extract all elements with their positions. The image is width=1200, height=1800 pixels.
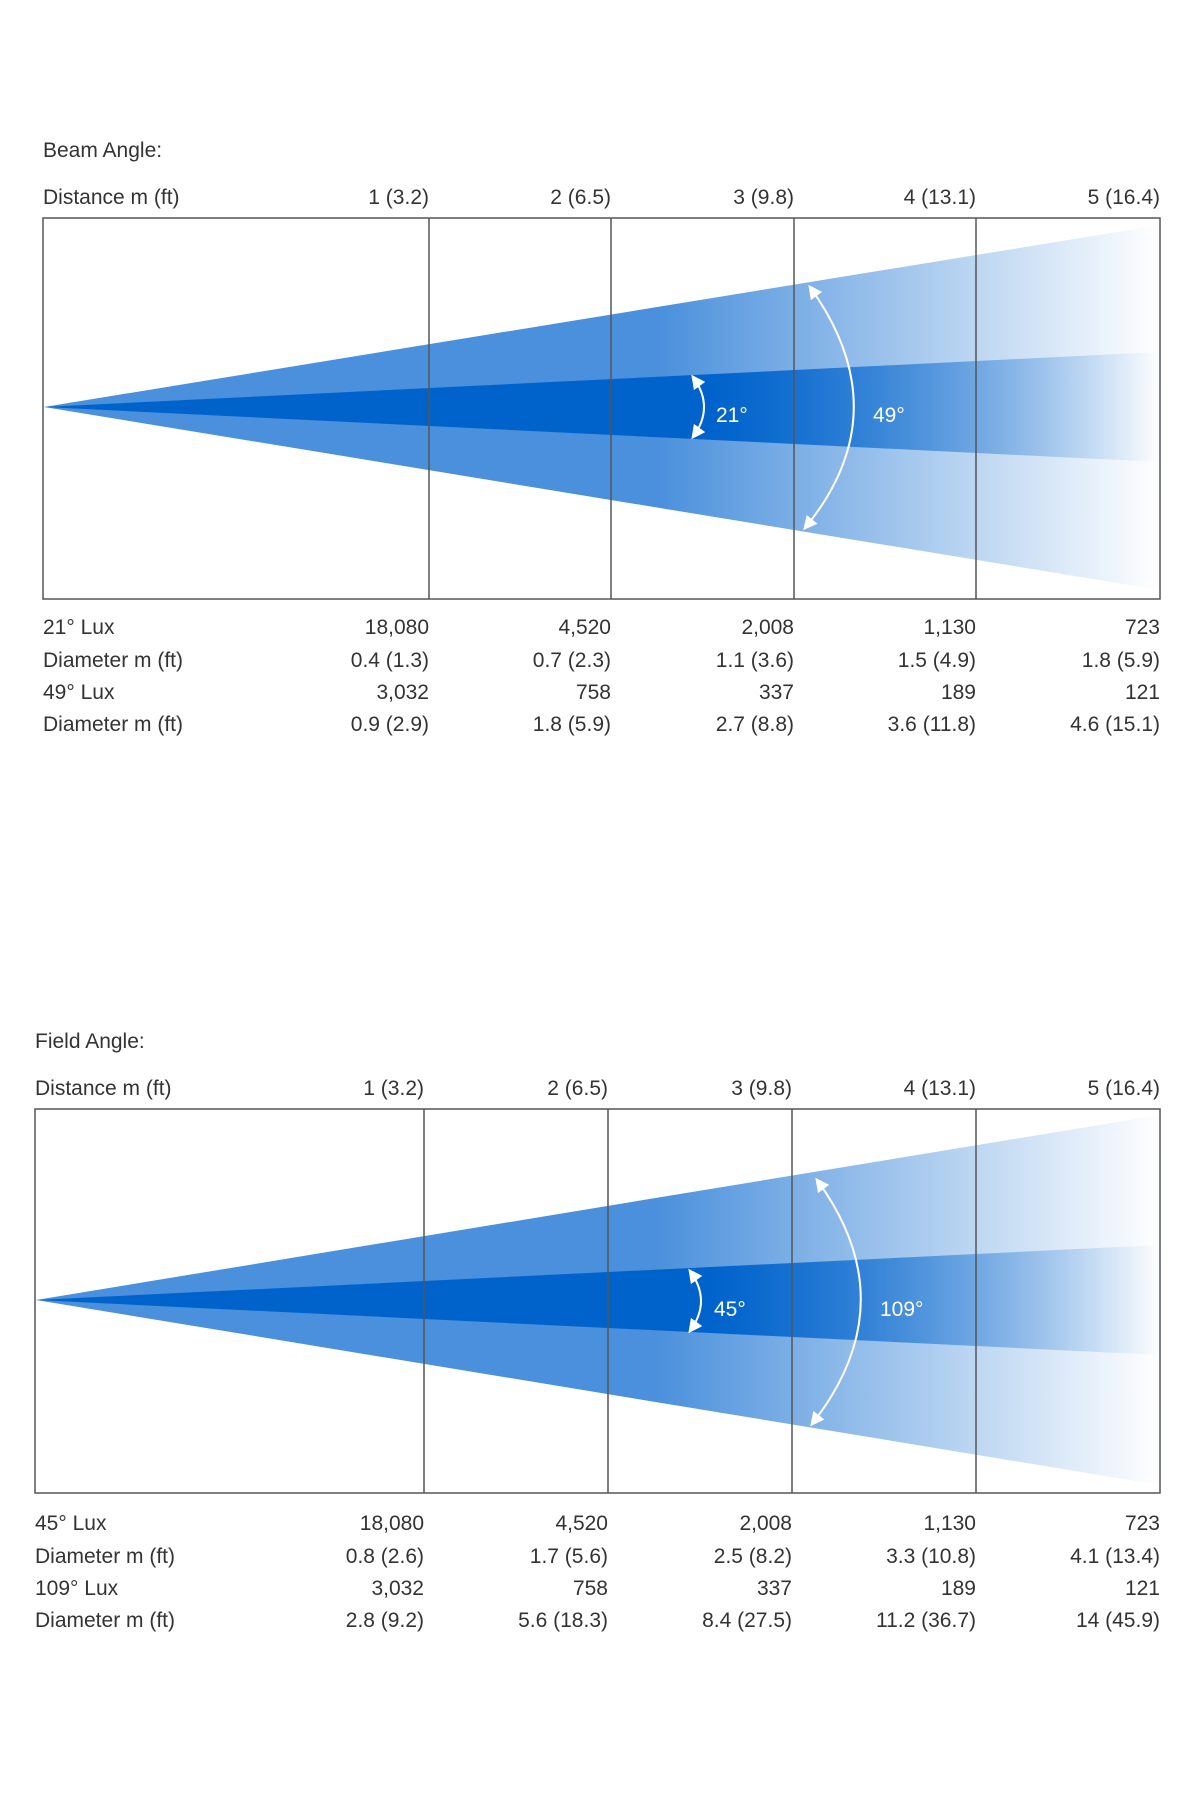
table-cell: 758 (575, 681, 611, 704)
field-angle-diagram: 45° 109° (34, 1108, 1161, 1494)
row-label: 21° Lux (43, 616, 115, 639)
table-cell: 2.5 (8.2) (713, 1545, 792, 1568)
table-cell: 1.7 (5.6) (529, 1545, 608, 1568)
table-cell: 3.6 (11.8) (887, 713, 976, 736)
table-cell: 8.4 (27.5) (702, 1609, 792, 1632)
table-cell: 18,080 (359, 1512, 424, 1535)
distance-value: 2 (6.5) (550, 186, 611, 209)
table-cell: 1.8 (5.9) (1081, 649, 1160, 672)
row-label: 45° Lux (35, 1512, 107, 1535)
diagram-frame (34, 1108, 1161, 1494)
table-cell: 189 (940, 681, 976, 704)
table-cell: 189 (940, 1577, 976, 1600)
distance-label: Distance m (ft) (43, 186, 180, 209)
table-cell: 1.1 (3.6) (715, 649, 794, 672)
inner-angle-label: 45° (714, 1298, 746, 1321)
table-cell: 14 (45.9) (1075, 1609, 1160, 1632)
inner-angle-arrow (688, 1268, 703, 1334)
table-cell: 4.6 (15.1) (1070, 713, 1160, 736)
table-cell: 0.9 (2.9) (350, 713, 429, 736)
table-cell: 121 (1124, 1577, 1160, 1600)
table-cell: 0.4 (1.3) (350, 649, 429, 672)
table-cell: 0.8 (2.6) (345, 1545, 424, 1568)
table-cell: 1,130 (923, 1512, 976, 1535)
inner-angle-arrow (691, 374, 706, 440)
field-angle-title: Field Angle: (35, 1030, 145, 1053)
row-label: Diameter m (ft) (43, 713, 184, 736)
distance-value: 5 (16.4) (1087, 1077, 1160, 1100)
distance-value: 1 (3.2) (368, 186, 429, 209)
inner-angle-label: 21° (716, 404, 748, 427)
table-cell: 5.6 (18.3) (518, 1609, 608, 1632)
table-cell: 337 (758, 681, 794, 704)
row-label: Diameter m (ft) (43, 649, 184, 672)
distance-value: 1 (3.2) (363, 1077, 424, 1100)
table-cell: 2.7 (8.8) (715, 713, 794, 736)
distance-value: 4 (13.1) (903, 186, 976, 209)
distance-value: 2 (6.5) (547, 1077, 608, 1100)
outer-angle-arrow (810, 1177, 862, 1427)
table-cell: 1.8 (5.9) (532, 713, 611, 736)
row-label: 109° Lux (35, 1577, 119, 1600)
table-cell: 2.8 (9.2) (345, 1609, 424, 1632)
inner-beam-cone (44, 352, 1160, 462)
table-cell: 3,032 (376, 681, 429, 704)
table-cell: 4,520 (555, 1512, 608, 1535)
distance-value: 3 (9.8) (733, 186, 794, 209)
table-cell: 758 (572, 1577, 608, 1600)
row-label: Diameter m (ft) (35, 1609, 176, 1632)
row-label: 49° Lux (43, 681, 115, 704)
table-cell: 2,008 (739, 1512, 792, 1535)
distance-label: Distance m (ft) (35, 1077, 172, 1100)
distance-value: 3 (9.8) (731, 1077, 792, 1100)
outer-angle-label: 49° (873, 404, 905, 427)
table-cell: 723 (1124, 1512, 1160, 1535)
table-cell: 2,008 (741, 616, 794, 639)
table-cell: 11.2 (36.7) (875, 1609, 976, 1632)
table-cell: 337 (756, 1577, 792, 1600)
diagram-frame (42, 217, 1161, 600)
table-cell: 723 (1124, 616, 1160, 639)
table-cell: 0.7 (2.3) (532, 649, 611, 672)
row-label: Diameter m (ft) (35, 1545, 176, 1568)
table-cell: 121 (1124, 681, 1160, 704)
beam-angle-title: Beam Angle: (43, 139, 163, 162)
table-cell: 4,520 (558, 616, 611, 639)
table-cell: 18,080 (364, 616, 429, 639)
beam-angle-diagram: 21° 49° (42, 217, 1161, 600)
inner-field-cone (36, 1245, 1160, 1355)
table-cell: 3.3 (10.8) (886, 1545, 976, 1568)
table-cell: 4.1 (13.4) (1070, 1545, 1160, 1568)
distance-value: 4 (13.1) (903, 1077, 976, 1100)
distance-value: 5 (16.4) (1087, 186, 1160, 209)
outer-angle-arrow (803, 284, 855, 531)
table-cell: 3,032 (371, 1577, 424, 1600)
table-cell: 1,130 (923, 616, 976, 639)
outer-angle-label: 109° (880, 1298, 923, 1321)
table-cell: 1.5 (4.9) (897, 649, 976, 672)
